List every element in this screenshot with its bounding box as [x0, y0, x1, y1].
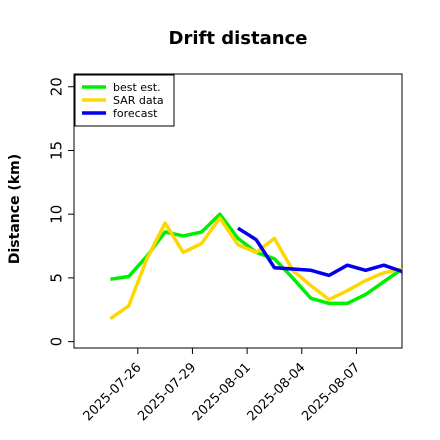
y-tick-label: 5: [47, 273, 65, 283]
x-axis: 2025-07-262025-07-292025-08-012025-08-04…: [81, 348, 363, 424]
series-line-best-est: [110, 212, 402, 306]
y-axis: 0 5 10 15 20: [47, 77, 74, 346]
y-tick-label: 10: [47, 205, 65, 224]
plot-frame: [73, 73, 403, 349]
y-tick-label: 20: [47, 77, 65, 96]
x-tick-label: 2025-08-07: [299, 360, 363, 424]
legend-label-sar-data: SAR data: [113, 94, 164, 107]
series-line-forecast: [237, 226, 402, 278]
y-tick-label: 15: [47, 141, 65, 160]
y-axis-label: Distance (km): [7, 154, 23, 264]
legend-label-forecast: forecast: [113, 107, 158, 120]
series-line-sar-data: [109, 216, 402, 321]
series-layer: [109, 212, 402, 321]
chart-title: Drift distance: [169, 28, 308, 49]
y-tick-label: 0: [47, 337, 65, 347]
legend-label-best-est: best est.: [113, 81, 161, 94]
